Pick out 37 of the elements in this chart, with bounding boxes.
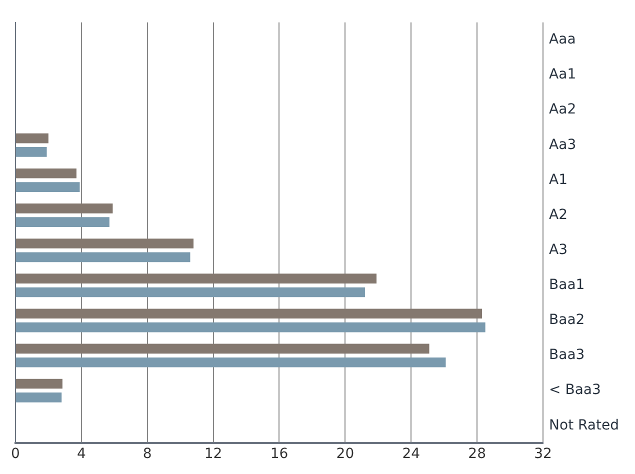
bar: [16, 392, 62, 402]
bar: [16, 182, 80, 192]
bar: [16, 252, 190, 262]
x-tick-label: 20: [336, 446, 354, 462]
bar: [16, 344, 430, 354]
x-tick-label: 28: [468, 446, 486, 462]
y-tick-label: Aa2: [549, 102, 576, 118]
x-tick-label: 12: [204, 446, 222, 462]
bar: [16, 357, 446, 368]
y-tick-label: Aaa: [549, 32, 576, 48]
bar: [16, 287, 365, 298]
y-tick-label: Baa1: [549, 277, 585, 294]
y-tick-label: A1: [549, 172, 568, 188]
x-tick-label: 8: [142, 446, 152, 462]
y-tick-label: Aa3: [549, 136, 576, 153]
y-tick-label: < Baa3: [549, 382, 601, 398]
x-tick-label: 4: [76, 446, 86, 462]
bar: [16, 308, 482, 319]
bar: [16, 204, 113, 214]
y-tick-label: Not Rated: [549, 417, 620, 434]
bar: [16, 274, 377, 284]
bar: [16, 238, 194, 248]
bar: [16, 322, 486, 332]
bar: [16, 378, 62, 389]
y-tick-label: Aa1: [549, 66, 576, 83]
y-tick-label: A2: [549, 206, 568, 223]
x-tick-label: 24: [402, 446, 420, 462]
bar: [16, 168, 76, 178]
bar: [16, 133, 48, 144]
x-tick-label: 16: [270, 446, 288, 462]
bar: [16, 147, 47, 157]
x-tick-label: 32: [534, 446, 552, 462]
x-tick-label: 0: [10, 446, 20, 462]
y-tick-label: A3: [549, 242, 568, 258]
y-tick-label: Baa2: [549, 312, 585, 328]
bar: [16, 217, 110, 228]
y-tick-label: Baa3: [549, 347, 585, 364]
